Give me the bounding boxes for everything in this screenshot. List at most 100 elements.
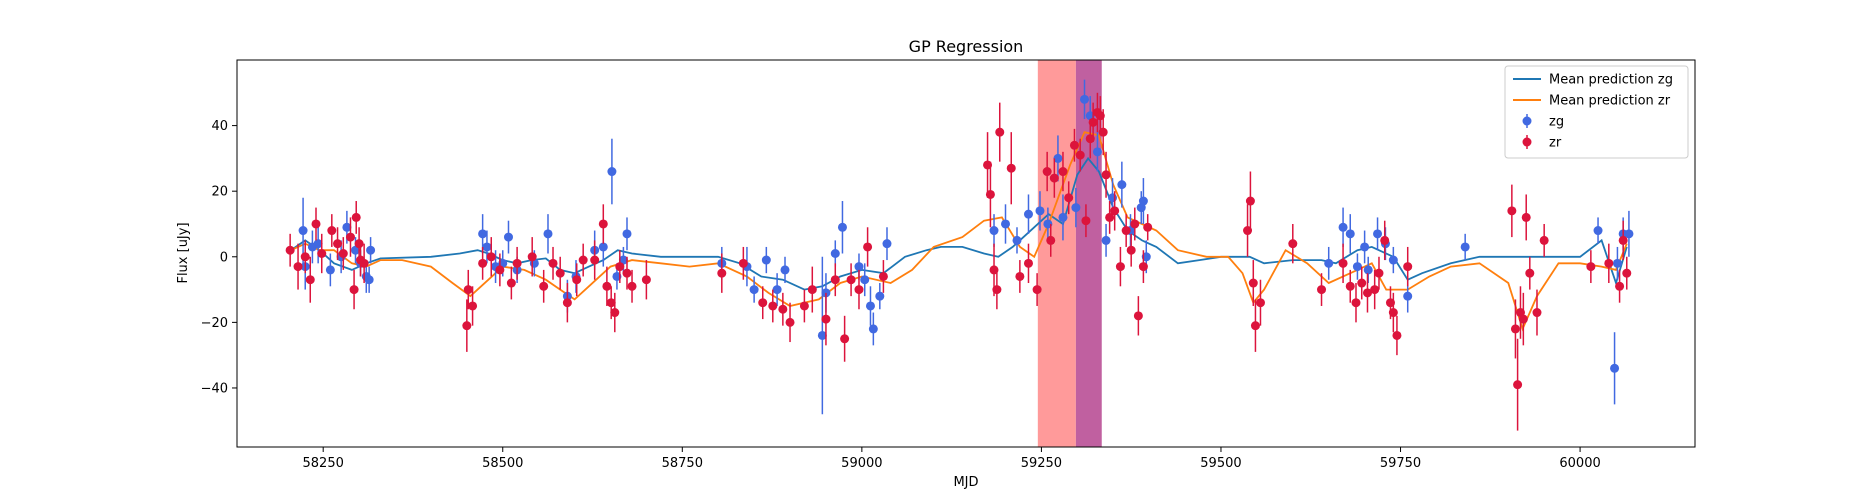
zr-point [478, 258, 488, 268]
zr-point [1539, 235, 1549, 245]
zg-point [366, 245, 376, 255]
zg-point [1363, 265, 1373, 275]
zg-point [1610, 363, 1620, 373]
zr-point [799, 301, 809, 311]
x-axis-label: MJD [953, 475, 978, 490]
zr-point [1388, 308, 1398, 318]
zg-point [1101, 235, 1111, 245]
zr-point [1006, 163, 1016, 173]
zr-point [1110, 206, 1120, 216]
zr-point [317, 249, 327, 258]
zr-point [1345, 281, 1355, 291]
zg-point [1117, 180, 1127, 190]
zr-point [462, 321, 472, 331]
line-mean-prediction-zr [290, 131, 1628, 332]
zr-point [512, 258, 522, 268]
zg-point [1460, 242, 1470, 252]
zr-point [1126, 245, 1136, 255]
zr-point [1380, 235, 1390, 245]
zr-point [1521, 212, 1531, 222]
zg-point [607, 167, 617, 177]
zr-point [1015, 271, 1025, 281]
legend-swatch-marker [1522, 116, 1532, 126]
legend: Mean prediction zg Mean prediction zr zg zr [1504, 65, 1689, 159]
zr-point [1098, 127, 1108, 137]
zr-point [562, 298, 572, 308]
zr-point [598, 219, 608, 229]
zr-point [1622, 268, 1632, 278]
y-tick-label: 20 [211, 185, 228, 200]
y-axis-label: Flux [uJy] [176, 222, 191, 283]
x-tick-label: 59500 [1200, 456, 1241, 471]
legend-swatch-marker [1522, 137, 1532, 147]
zr-point [1143, 222, 1153, 232]
zr-point [615, 262, 625, 272]
zr-point [1250, 321, 1260, 331]
zr-point [1525, 268, 1535, 278]
zr-point [539, 281, 549, 291]
zr-point [1121, 226, 1131, 236]
zg-point [1080, 94, 1090, 104]
zr-point [768, 301, 778, 311]
zg-point [1324, 258, 1334, 268]
zg-point [325, 265, 335, 275]
zr-point [1046, 235, 1056, 245]
zr-point [338, 249, 348, 258]
zr-point [285, 245, 295, 255]
zg-point [1035, 206, 1045, 216]
mean-prediction-lines [290, 131, 1628, 332]
x-tick-label: 59250 [1021, 456, 1062, 471]
legend-label: Mean prediction zg [1549, 73, 1673, 88]
zr-point [305, 275, 315, 285]
series-zr [285, 92, 1632, 431]
zr-point [486, 252, 496, 262]
zr-point [606, 298, 616, 308]
zr-point [1351, 298, 1361, 308]
zr-point [1518, 314, 1528, 324]
zr-point [527, 252, 537, 262]
zg-point [1388, 255, 1398, 265]
zg-point [543, 229, 553, 239]
zr-point [1133, 311, 1143, 321]
zg-point [364, 275, 374, 285]
x-tick-label: 58250 [303, 456, 344, 471]
zg-point [882, 239, 892, 249]
zr-point [349, 285, 359, 295]
zr-point [1604, 258, 1614, 268]
zr-point [506, 278, 516, 288]
zg-point [1624, 229, 1634, 239]
zr-point [1105, 212, 1115, 222]
zr-point [1088, 117, 1098, 127]
line-mean-prediction-zg [290, 156, 1628, 291]
x-tick-label: 58500 [482, 456, 523, 471]
zr-point [1042, 167, 1052, 177]
x-tick-label: 60000 [1559, 456, 1600, 471]
zr-point [985, 189, 995, 199]
zg-point [1373, 229, 1383, 239]
zg-point [1023, 209, 1033, 219]
zr-point [1357, 278, 1367, 288]
zr-point [610, 308, 620, 318]
zr-point [1615, 281, 1625, 291]
zr-point [463, 285, 473, 295]
x-tick-label: 59000 [841, 456, 882, 471]
zr-point [854, 285, 864, 295]
zg-point [482, 242, 492, 252]
zr-point [1081, 216, 1091, 226]
zr-point [1023, 258, 1033, 268]
zg-point [865, 301, 875, 311]
y-tick-label: −40 [201, 381, 228, 396]
zr-point [830, 275, 840, 285]
zr-point [1288, 239, 1298, 249]
zr-point [1248, 278, 1258, 288]
zg-point [313, 239, 323, 249]
zg-point [342, 222, 352, 232]
zr-point [1049, 173, 1059, 183]
zr-point [1507, 206, 1517, 216]
shaded-region-1 [1037, 60, 1076, 447]
zg-point [860, 275, 870, 285]
zr-point [821, 314, 831, 324]
zr-point [311, 219, 321, 229]
zr-point [293, 262, 303, 272]
